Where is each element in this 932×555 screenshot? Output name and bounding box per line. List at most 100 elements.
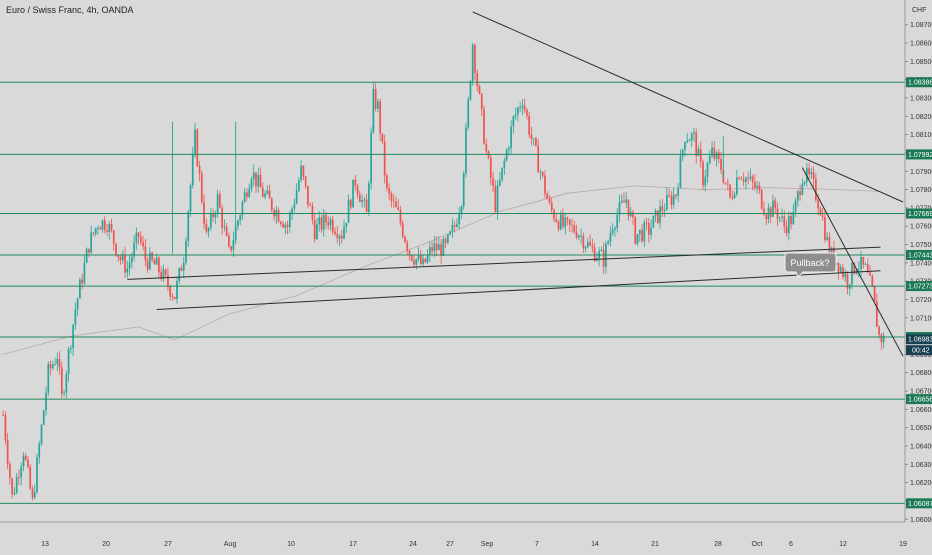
y-tick-label: 1.06300 [910, 462, 932, 469]
candle-body [216, 194, 219, 214]
candle-body [751, 176, 754, 183]
candle-body [842, 267, 844, 277]
candle-body [209, 212, 212, 228]
candle-body [309, 204, 312, 207]
candle-body [347, 199, 350, 223]
candle-body [532, 138, 535, 140]
candle-body [2, 414, 4, 416]
candle-body [839, 267, 842, 272]
candle-body [169, 286, 172, 297]
x-tick-label: 19 [899, 541, 907, 548]
x-tick-label: 27 [164, 541, 172, 548]
candle-body [56, 358, 59, 365]
candle-body [83, 262, 86, 284]
candle-body [815, 178, 817, 201]
candle-body [207, 227, 210, 232]
candle-body [20, 466, 23, 478]
candle-body [49, 363, 52, 369]
y-tick-label: 1.07800 [910, 187, 932, 194]
y-tick-label: 1.06200 [910, 480, 932, 487]
candle-body [535, 138, 537, 146]
y-tick-label: 1.07100 [910, 315, 932, 322]
candle-body [185, 241, 187, 263]
candle-body [110, 224, 113, 231]
candle-body [67, 348, 70, 374]
candle-body [4, 415, 7, 441]
candle-body [399, 209, 402, 224]
chart-title: Euro / Swiss Franc, 4h, OANDA [6, 5, 134, 15]
candle-body [9, 464, 11, 479]
candle-body [869, 272, 871, 276]
candle-body [677, 187, 680, 196]
candle-body [119, 256, 122, 261]
candle-body [618, 202, 621, 216]
candle-body [663, 210, 666, 211]
candle-body [410, 254, 413, 261]
candle-body [388, 188, 391, 194]
candle-body [471, 45, 474, 82]
candle-body [510, 126, 512, 148]
candle-body [568, 219, 571, 225]
candle-body [295, 190, 298, 204]
candle-body [878, 326, 880, 335]
candle-body [424, 258, 427, 263]
candle-body [733, 194, 736, 199]
candle-body [255, 172, 257, 187]
y-tick-label: 1.06900 [910, 352, 932, 359]
candle-body [713, 147, 716, 159]
y-tick-label: 1.08100 [910, 132, 932, 139]
candle-body [792, 211, 795, 225]
candle-body [58, 358, 61, 368]
candle-body [857, 268, 860, 270]
candle-body [137, 232, 140, 237]
candle-body [882, 335, 885, 343]
candle-body [94, 228, 97, 234]
candle-body [322, 214, 325, 230]
candle-body [749, 176, 752, 179]
candle-body [413, 260, 415, 265]
candle-body [76, 298, 79, 310]
candle-body [523, 105, 526, 110]
candle-body [264, 193, 266, 197]
candle-body [720, 158, 722, 171]
level-price-badge: 1.06087 [906, 498, 932, 509]
candle-body [47, 363, 50, 393]
y-tick-label: 1.06400 [910, 443, 932, 450]
candle-body [279, 221, 282, 224]
candle-body [754, 182, 756, 188]
candle-body [611, 229, 614, 234]
level-price-badge: 1.07669 [906, 208, 932, 219]
candle-body [358, 194, 361, 203]
candle-body [824, 217, 826, 240]
candle-body [29, 466, 32, 489]
candle-body [106, 230, 108, 232]
candle-body [711, 147, 713, 157]
candle-body [200, 173, 203, 202]
countdown-label: 00:42 [912, 348, 930, 355]
candle-body [428, 247, 431, 255]
candle-body [444, 238, 447, 243]
candle-body [325, 214, 327, 223]
candle-body [340, 235, 343, 239]
candle-body [736, 177, 738, 195]
candle-body [196, 129, 199, 167]
candle-body [844, 273, 847, 277]
candle-body [408, 250, 411, 255]
candle-body [742, 179, 745, 182]
candle-body [329, 219, 332, 226]
candle-body [661, 206, 664, 211]
candle-body [697, 149, 700, 156]
candle-body [182, 262, 185, 271]
candle-body [250, 179, 253, 189]
candle-body [704, 176, 707, 186]
candle-body [6, 440, 9, 465]
candle-body [203, 201, 205, 224]
candle-body [54, 364, 56, 365]
x-tick-label: 7 [535, 541, 539, 548]
candle-body [634, 217, 637, 244]
candle-body [221, 207, 223, 228]
candle-body [571, 224, 573, 226]
candle-body [101, 220, 104, 230]
